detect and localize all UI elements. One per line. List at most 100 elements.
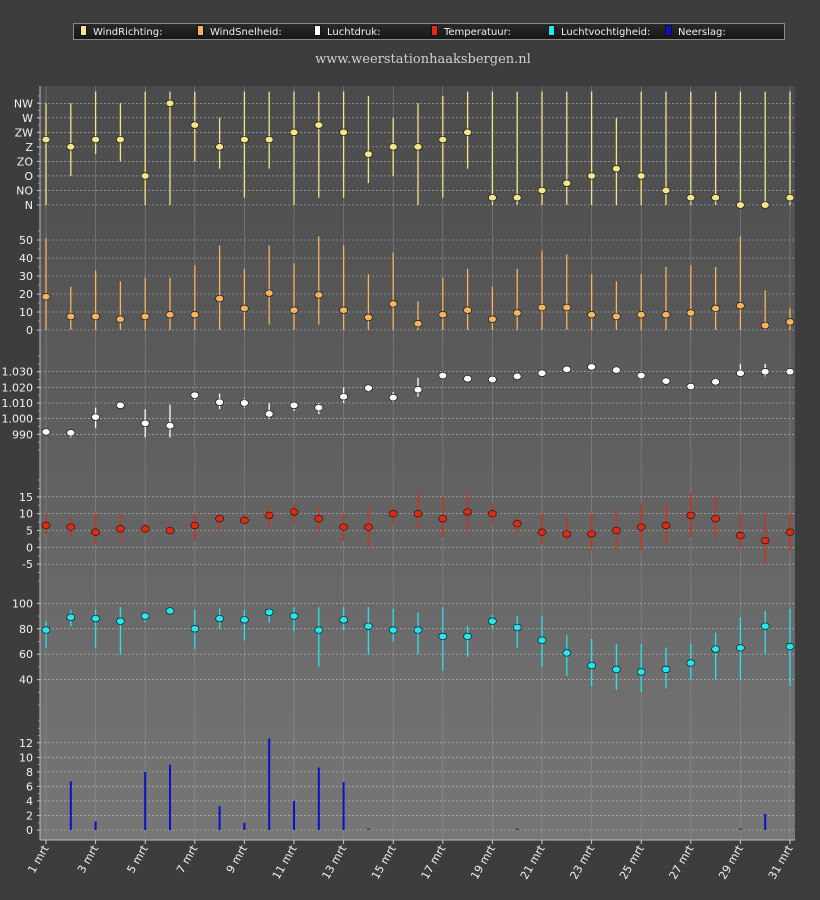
neerslag-tick-label: 2 [26,809,33,822]
neerslag-bar [218,806,221,830]
temperatuur-point [339,523,348,531]
luchtdruk-tick-label: 1.000 [2,413,34,426]
neerslag-bar [367,828,370,830]
windrichting-point [116,135,125,144]
luchtvochtigheid-point [190,625,200,633]
windsnelheid-point [116,315,125,323]
windsnelheid-point [41,293,51,301]
luchtvochtigheid-point [661,665,671,674]
windrichting-point [289,128,299,136]
temperatuur-tick-label: -5 [22,558,33,571]
windsnelheid-point [413,320,423,328]
luchtvochtigheid-point [314,626,324,634]
luchtvochtigheid-point [215,614,224,623]
temperatuur-point [66,523,76,531]
neerslag-bar [293,800,295,830]
luchtdruk-point [785,368,795,376]
windrichting-point [686,194,696,202]
windsnelheid-point [512,309,522,317]
luchtvochtigheid-point [512,623,522,632]
windrichting-point [41,135,51,144]
temperatuur-point [612,526,621,535]
luchtdruk-point [736,369,745,377]
windrichting-point [165,99,175,107]
temperatuur-point [41,521,51,530]
site-title: www.weerstationhaaksbergen.nl [315,52,531,67]
windsnelheid-point [215,294,224,303]
legend-bar: WindRichting: WindSnelheid: Luchtdruk: Temp… [73,23,785,40]
luchtdruk-point [116,401,125,410]
windrichting-point [364,150,373,158]
temperatuur-point [413,510,423,518]
windsnelheid-tick-label: 50 [19,234,33,247]
temperatuur-point [289,508,299,516]
temperatuur-tick-label: 10 [19,508,33,521]
luchtvochtigheid-point [438,632,448,641]
luchtdruk-point [463,375,472,383]
windrichting-point [636,172,646,180]
windrichting-point [215,143,224,151]
luchtdruk-point [587,363,596,371]
luchtvochtigheid-point [339,616,348,624]
windrichting-point [190,121,200,129]
windrichting-point [562,179,572,187]
x-tick-label: 11 mrt [270,842,300,881]
luchtvochtigheid-point [41,626,51,634]
temperatuur-point [116,525,125,533]
temperatuur-tick-label: 5 [26,525,33,538]
windsnelheid-point [612,312,621,321]
windsnelheid-point [388,300,398,308]
legend-swatch [80,25,87,36]
neerslag-bar [169,764,171,830]
x-tick-label: 23 mrt [567,842,597,881]
legend-swatch [197,25,204,36]
windsnelheid-tick-label: 40 [19,252,33,265]
luchtvochtigheid-point [711,645,720,653]
windsnelheid-point [314,291,324,299]
temperatuur-point [587,530,596,538]
luchtdruk-point [711,378,720,386]
temperatuur-point [562,530,572,538]
luchtdruk-point [215,398,224,406]
luchtvochtigheid-point [91,614,100,623]
luchtdruk-tick-label: 1.010 [2,397,34,410]
luchtvochtigheid-point [165,607,175,615]
temperatuur-tick-label: 0 [26,541,33,554]
temperatuur-tick-label: 15 [19,491,33,504]
luchtdruk-point [760,368,770,376]
neerslag-bar [144,771,147,830]
windsnelheid-point [140,312,150,321]
x-tick-label: 1 mrt [25,842,52,875]
windsnelheid-tick-label: 20 [19,288,33,301]
windrichting-point [512,194,522,202]
legend-swatch [548,25,555,36]
windrichting-tick-label: W [22,112,33,125]
neerslag-bar [739,828,742,830]
neerslag-bar [317,767,320,830]
windrichting-tick-label: NW [14,97,33,110]
windsnelheid-tick-label: 30 [19,270,33,283]
temperatuur-point [264,511,274,519]
windsnelheid-tick-label: 0 [26,324,33,337]
windrichting-point [463,128,472,136]
neerslag-tick-label: 0 [26,824,33,837]
luchtdruk-point [91,413,100,421]
luchtdruk-point [612,366,621,374]
windrichting-tick-label: N [25,199,33,212]
luchtvochtigheid-point [140,612,150,620]
temperatuur-point [438,515,448,523]
windrichting-point [438,135,448,144]
neerslag-bar [516,828,519,830]
luchtvochtigheid-point [612,665,621,674]
temperatuur-point [91,528,100,536]
luchtvochtigheid-point [537,636,547,644]
x-tick-label: 13 mrt [319,842,349,881]
luchtvochtigheid-point [760,622,770,630]
legend-item-temperatuur: Temperatuur: [431,25,511,38]
windrichting-point [711,194,720,202]
x-tick-label: 7 mrt [174,842,201,875]
temperatuur-point [388,510,398,518]
luchtdruk-point [364,384,373,392]
luchtvochtigheid-point [488,617,497,625]
windrichting-point [66,143,76,151]
